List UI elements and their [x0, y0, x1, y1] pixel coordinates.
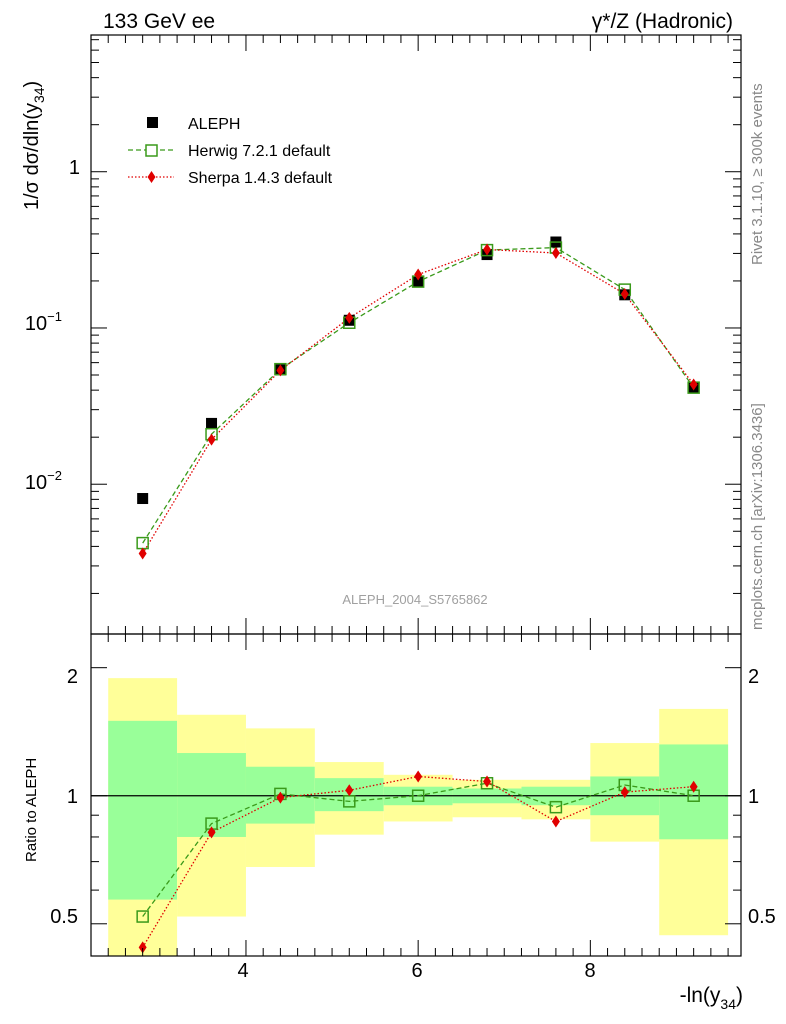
ratio-y-axis-label: Ratio to ALEPH: [23, 758, 40, 862]
legend-label-herwig: Herwig 7.2.1 default: [188, 143, 331, 160]
main-point-data-1: [206, 417, 218, 429]
ratio-tick-label-1-right: 1: [748, 786, 759, 808]
legend-marker-sherpa: [147, 171, 156, 183]
y-tick-label-1e-2: 10−2: [25, 468, 62, 494]
legend: ALEPH Herwig 7.2.1 default Sherpa 1.4.3 …: [128, 116, 333, 187]
rivet-version-label: Rivet 3.1.10, ≥ 300k events: [749, 83, 766, 265]
main-point-data-4: [412, 276, 424, 288]
uncertainty-bands: [108, 678, 729, 956]
ratio-tick-label-1: 1: [67, 786, 78, 808]
main-point-sherpa-3: [345, 311, 354, 324]
legend-marker-herwig: [145, 144, 158, 157]
ratio-point-sherpa-7: [620, 786, 629, 799]
header-left-title: 133 GeV ee: [103, 10, 215, 33]
ratio-point-sherpa-1: [207, 826, 216, 839]
main-point-sherpa-8: [689, 378, 698, 391]
ratio-frame: [90, 633, 742, 957]
x-tick-label-8: 8: [584, 960, 595, 982]
band-inner-bin-0: [108, 720, 178, 900]
main-point-sherpa-2: [276, 364, 285, 377]
legend-label-aleph: ALEPH: [188, 116, 240, 133]
main-line-herwig: [142, 246, 695, 544]
ratio-tick-label-2-right: 2: [748, 666, 759, 688]
main-point-sherpa-6: [551, 246, 560, 259]
ratio-point-herwig-4: [411, 789, 425, 802]
ratio-tick-label-0.5: 0.5: [50, 906, 78, 928]
x-tick-label-4: 4: [237, 960, 248, 982]
ratio-tick-label-0.5-right: 0.5: [748, 906, 776, 928]
axes-layer: [90, 34, 742, 957]
ratio-point-sherpa-4: [414, 770, 423, 783]
main-point-sherpa-7: [620, 287, 629, 300]
ratio-point-sherpa-2: [276, 791, 285, 804]
main-point-sherpa-1: [207, 433, 216, 446]
ratio-point-sherpa-3: [345, 784, 354, 797]
header-right-title: γ*/Z (Hadronic): [592, 10, 733, 33]
main-y-axis-label: 1/σ dσ/dln(y34): [21, 81, 47, 210]
y-tick-label-1: 1: [69, 157, 80, 179]
ratio-point-sherpa-0: [138, 941, 147, 954]
ratio-point-sherpa-8: [689, 780, 698, 793]
x-tick-label-6: 6: [411, 960, 422, 982]
ratio-point-herwig-6: [549, 800, 563, 814]
main-point-data-0: [137, 493, 149, 505]
ratio-line-herwig: [142, 782, 694, 917]
series-layer: [136, 236, 700, 954]
x-axis-label: -ln(y34): [680, 984, 743, 1012]
ratio-point-herwig-0: [136, 910, 149, 923]
ratio-point-sherpa-6: [551, 815, 560, 828]
main-point-sherpa-0: [138, 547, 147, 560]
mcplots-label: mcplots.cern.ch [arXiv:1306.3436]: [749, 403, 766, 630]
legend-marker-aleph: [147, 117, 158, 128]
main-line-sherpa: [142, 248, 695, 554]
ratio-tick-label-2: 2: [67, 666, 78, 688]
legend-label-sherpa: Sherpa 1.4.3 default: [188, 170, 333, 187]
main-point-sherpa-5: [483, 243, 492, 256]
main-point-sherpa-4: [414, 268, 423, 281]
ratio-point-sherpa-5: [483, 775, 492, 788]
y-tick-label-1e-1: 10−1: [25, 309, 62, 335]
analysis-id: ALEPH_2004_S5765862: [342, 592, 487, 607]
